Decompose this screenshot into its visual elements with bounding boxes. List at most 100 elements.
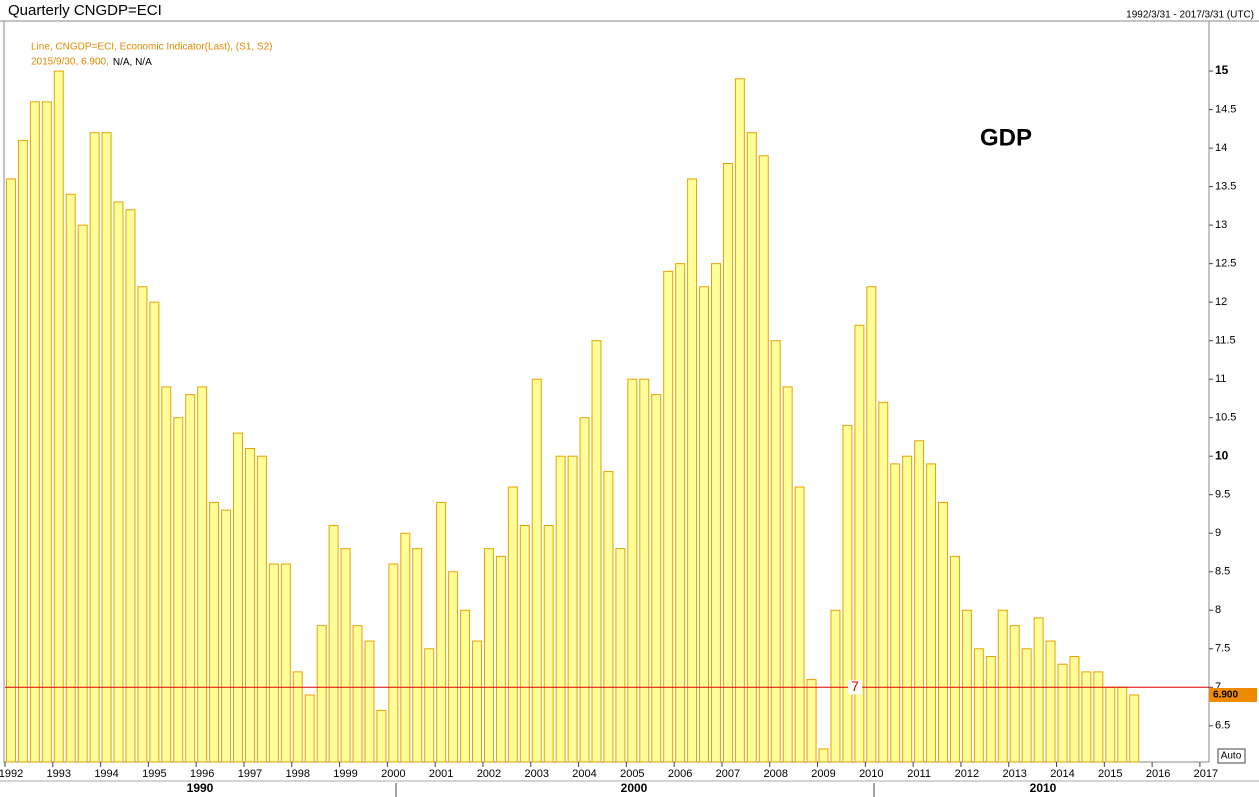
bar: [555, 455, 566, 763]
y-tick-label: 13: [1215, 219, 1227, 231]
y-tick-label: 12.5: [1215, 258, 1236, 270]
bar: [651, 394, 662, 763]
bar: [973, 648, 984, 763]
x-tick-label: 2009: [811, 768, 835, 780]
bar: [519, 525, 530, 763]
bar: [818, 748, 829, 763]
bar: [412, 548, 423, 763]
bar: [926, 463, 937, 763]
bar: [603, 471, 614, 763]
auto-button-label[interactable]: Auto: [1221, 751, 1242, 762]
y-tick-label: 7.5: [1215, 643, 1230, 655]
bar: [615, 548, 626, 763]
y-tick-label: 8.5: [1215, 566, 1230, 578]
bar: [6, 178, 16, 763]
bar: [280, 563, 291, 763]
x-tick-label: 2007: [716, 768, 740, 780]
bar: [591, 340, 602, 763]
y-tick-label: 11: [1215, 373, 1226, 385]
y-tick-label: 15: [1215, 63, 1229, 77]
legend-na: N/A, N/A: [113, 57, 152, 68]
y-tick-label: 8: [1215, 604, 1221, 616]
x-tick-label: 2004: [572, 768, 596, 780]
y-tick-label: 11.5: [1215, 335, 1236, 347]
bar: [794, 486, 805, 763]
bar: [292, 671, 303, 763]
y-tick-label: 10.5: [1215, 412, 1236, 424]
bar: [770, 340, 781, 763]
bar: [1021, 648, 1032, 763]
bar: [949, 555, 960, 763]
bar: [961, 609, 972, 763]
bar: [448, 571, 459, 763]
x-tick-label: 2012: [955, 768, 979, 780]
decade-label: 2000: [621, 781, 648, 795]
auto-button[interactable]: [1217, 748, 1246, 764]
bar: [722, 163, 733, 763]
x-tick-label: 1999: [333, 768, 357, 780]
bar: [256, 455, 267, 763]
bar: [304, 694, 315, 763]
bar: [268, 563, 279, 763]
bar: [185, 394, 196, 763]
bar: [830, 609, 841, 763]
bar: [1081, 671, 1092, 763]
last-value-label: 6.900: [1213, 690, 1238, 701]
bar: [914, 440, 925, 763]
legend-line: Line, CNGDP=ECI, Economic Indicator(Last…: [31, 42, 272, 53]
bar: [567, 455, 578, 763]
bar: [854, 324, 865, 763]
bar: [17, 139, 28, 763]
bar: [579, 417, 590, 763]
x-tick-label: 1992: [0, 768, 23, 780]
bar: [866, 286, 877, 763]
bar: [878, 401, 889, 763]
bar: [627, 378, 638, 763]
bar: [77, 224, 88, 763]
bar: [495, 555, 506, 763]
x-tick-label: 2011: [907, 768, 931, 780]
bar: [137, 286, 148, 763]
reference-label: 7: [851, 678, 859, 694]
bar: [890, 463, 901, 763]
bar: [806, 679, 817, 763]
bar: [125, 209, 136, 763]
bar: [364, 640, 375, 763]
bar: [29, 101, 40, 763]
bar: [316, 625, 327, 763]
x-tick-label: 2010: [859, 768, 883, 780]
bar: [543, 525, 554, 763]
y-tick-label: 14.5: [1215, 103, 1236, 115]
y-tick-label: 10: [1215, 448, 1229, 462]
x-tick-label: 2005: [620, 768, 644, 780]
x-tick-label: 1997: [238, 768, 262, 780]
bar: [472, 640, 482, 763]
bar: [328, 525, 339, 763]
y-tick-label: 14: [1215, 142, 1227, 154]
y-tick-label: 13.5: [1215, 181, 1236, 193]
bar: [1093, 671, 1104, 763]
x-tick-label: 2000: [381, 768, 405, 780]
bar: [233, 432, 243, 763]
bar: [197, 386, 208, 763]
bar: [842, 424, 853, 763]
decade-label: 1990: [187, 781, 214, 795]
annotation: GDP: [980, 124, 1032, 151]
bar: [221, 509, 232, 763]
date-range: 1992/3/31 - 2017/3/31 (UTC): [1126, 10, 1254, 21]
y-tick-label: 7: [1215, 681, 1221, 693]
bar: [1033, 617, 1044, 763]
bar: [244, 448, 255, 763]
y-tick-label: 12: [1215, 296, 1227, 308]
bar: [711, 263, 721, 763]
bar: [340, 548, 351, 763]
bar: [1045, 640, 1056, 763]
bar: [1105, 686, 1116, 763]
bar: [53, 70, 64, 763]
bar: [89, 132, 100, 763]
bar: [400, 532, 411, 763]
legend-value: 2015/9/30, 6.900, N/A, N/A: [31, 57, 152, 68]
bar: [746, 132, 757, 763]
x-tick-label: 2016: [1146, 768, 1170, 780]
bar: [101, 132, 112, 763]
